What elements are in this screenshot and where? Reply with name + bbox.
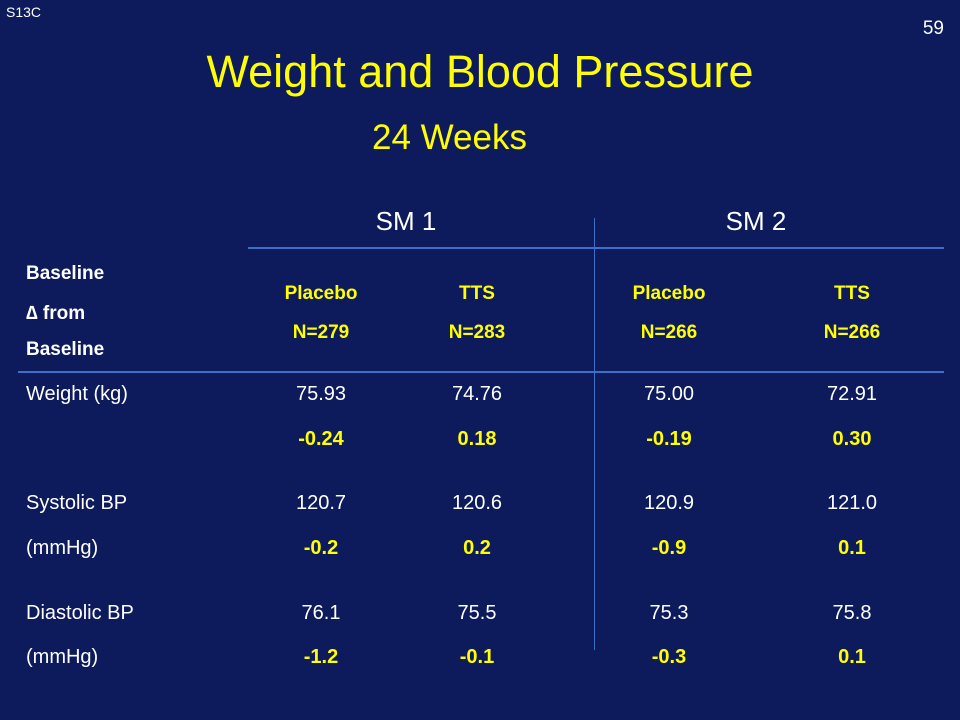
change-value: -1.2	[303, 646, 339, 668]
change-value: -0.9	[651, 537, 687, 559]
change-value: 0.30	[832, 428, 872, 450]
baseline-value: 75.5	[457, 602, 497, 624]
column-header-arm: TTS	[459, 283, 495, 304]
baseline-value: 120.6	[451, 492, 503, 514]
key-delta-from: ∆ from	[26, 303, 86, 324]
key-baseline: Baseline	[26, 263, 105, 284]
slide-subtitle: 24 Weeks	[372, 118, 527, 157]
baseline-value: 75.3	[649, 602, 689, 624]
baseline-value: 75.93	[295, 383, 347, 405]
baseline-value: 75.00	[643, 383, 695, 405]
change-value: 0.2	[463, 537, 491, 559]
baseline-value: 76.1	[301, 602, 341, 624]
baseline-value: 120.9	[643, 492, 695, 514]
baseline-value: 74.76	[451, 383, 503, 405]
group-header-sm2: SM 2	[725, 206, 787, 236]
change-value: -0.19	[646, 428, 692, 450]
row-label: Diastolic BP	[26, 602, 134, 624]
change-value: -0.3	[651, 646, 687, 668]
change-value: 0.1	[838, 537, 866, 559]
change-value: -0.1	[459, 646, 495, 668]
column-header-n: N=266	[640, 322, 698, 343]
column-header-arm: Placebo	[284, 283, 358, 304]
row-label: Weight (kg)	[26, 383, 128, 405]
baseline-value: 121.0	[826, 492, 878, 514]
slide-id: S13C	[6, 4, 42, 20]
column-header-arm: TTS	[834, 283, 870, 304]
column-header-n: N=266	[823, 322, 881, 343]
row-label: Systolic BP	[26, 492, 128, 514]
row-label-unit: (mmHg)	[26, 537, 99, 559]
group-rule	[248, 247, 944, 249]
key-baseline-2: Baseline	[26, 339, 105, 360]
baseline-value: 75.8	[832, 602, 872, 624]
header-rule	[18, 371, 944, 373]
baseline-value: 120.7	[295, 492, 347, 514]
baseline-value: 72.91	[826, 383, 878, 405]
row-label-unit: (mmHg)	[26, 646, 99, 668]
column-header-n: N=283	[448, 322, 506, 343]
column-header-n: N=279	[292, 322, 350, 343]
group-divider	[594, 218, 595, 650]
slide-title: Weight and Blood Pressure	[206, 46, 754, 97]
change-value: -0.2	[303, 537, 339, 559]
column-header-arm: Placebo	[632, 283, 706, 304]
change-value: 0.1	[838, 646, 866, 668]
change-value: 0.18	[457, 428, 497, 450]
change-value: -0.24	[298, 428, 344, 450]
page-number: 59	[922, 18, 944, 39]
group-header-sm1: SM 1	[375, 206, 437, 236]
